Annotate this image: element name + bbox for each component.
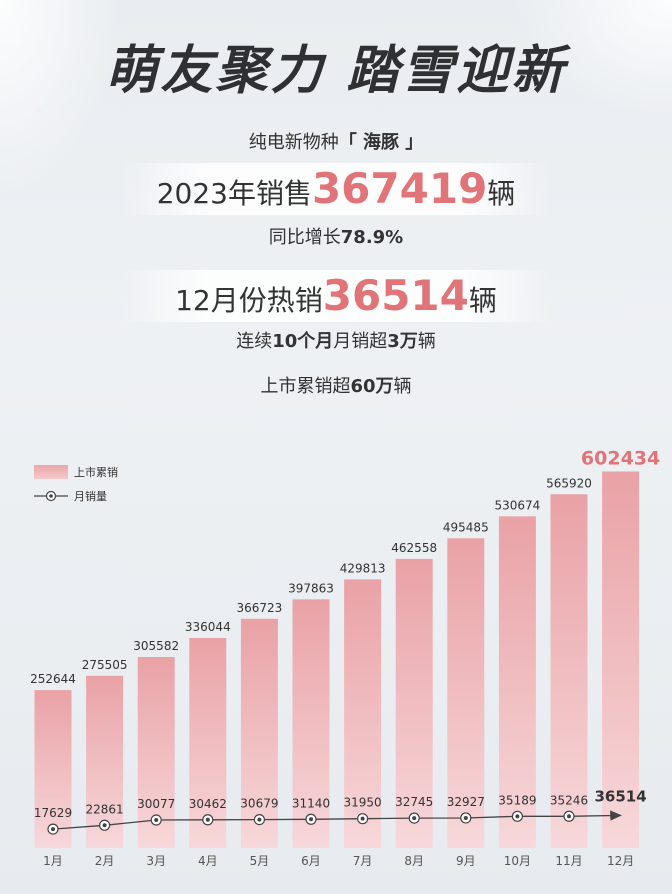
bar-9: [447, 538, 485, 848]
snow-decoration-left: [0, 0, 120, 200]
bar-8: [395, 558, 433, 848]
bar-value-label-3: 305582: [133, 639, 179, 653]
bar-value-label-7: 429813: [340, 561, 386, 575]
monthly-point-dot-7: [360, 816, 365, 821]
monthly-value-label-8: 32745: [395, 795, 433, 809]
cumulative-value: 60万: [350, 376, 394, 397]
bar-value-label-9: 495485: [443, 520, 489, 534]
legend-label-monthly: 月销量: [74, 490, 107, 503]
monthly-point-dot-8: [412, 816, 417, 821]
yoy-line: 同比增长78.9%: [0, 223, 672, 249]
yoy-prefix: 同比增长: [268, 227, 341, 248]
bar-2: [86, 675, 124, 848]
bar-value-label-11: 565920: [546, 476, 592, 490]
intro-line: 纯电新物种「 海豚 」: [0, 128, 672, 154]
streak-bold-2: 3万: [387, 331, 418, 352]
monthly-value-label-6: 31140: [292, 796, 330, 810]
legend-bar-swatch: [34, 465, 68, 479]
bar-10: [498, 516, 536, 848]
bar-value-label-12: 602434: [581, 447, 660, 469]
month-label-4: 4月: [198, 854, 218, 868]
monthly-value-label-4: 30462: [189, 797, 227, 811]
bar-4: [189, 637, 227, 848]
snow-decoration-right: [512, 0, 672, 120]
month-label-11: 11月: [555, 854, 582, 868]
monthly-value-label-10: 35189: [498, 793, 536, 807]
december-unit: 辆: [468, 284, 497, 317]
bar-value-label-5: 366723: [236, 601, 282, 615]
monthly-value-label-3: 30077: [137, 797, 175, 811]
monthly-sales-line: [52, 810, 622, 830]
bar-5: [240, 618, 278, 848]
bar-1: [34, 690, 72, 848]
bar-12: [602, 471, 640, 848]
streak-text-3: 辆: [417, 331, 436, 352]
month-label-5: 5月: [250, 854, 270, 868]
month-label-3: 3月: [146, 854, 166, 868]
yoy-value: 78.9%: [340, 227, 404, 248]
monthly-point-dot-3: [154, 818, 159, 823]
legend-item-cumulative: 上市累销: [34, 460, 118, 484]
streak-text-1: 连续: [236, 331, 273, 352]
month-label-1: 1月: [43, 854, 63, 868]
monthly-value-label-11: 35246: [550, 793, 588, 807]
streak-line: 连续10个月月销超3万辆: [0, 327, 672, 353]
legend-line-swatch: [34, 490, 68, 502]
month-label-10: 10月: [504, 854, 531, 868]
monthly-point-dot-4: [205, 817, 210, 822]
bar-7: [344, 579, 382, 848]
bar-value-label-6: 397863: [288, 581, 334, 595]
month-label-12: 12月: [607, 854, 634, 868]
annual-sales-prefix: 2023年销售: [156, 177, 312, 210]
chart-legend: 上市累销 月销量: [34, 460, 118, 508]
bar-11: [550, 494, 588, 848]
month-label-8: 8月: [404, 854, 424, 868]
monthly-value-label-5: 30679: [240, 797, 278, 811]
cumulative-prefix: 上市累销超: [260, 376, 351, 397]
legend-item-monthly: 月销量: [34, 484, 118, 508]
monthly-value-label-12: 36514: [595, 787, 647, 805]
cumulative-line: 上市累销超60万辆: [0, 372, 672, 398]
monthly-value-label-2: 22861: [86, 802, 124, 816]
streak-text-2: 月销超: [333, 331, 388, 352]
intro-product: 「 海豚 」: [338, 132, 424, 153]
monthly-value-label-7: 31950: [344, 796, 382, 810]
annual-sales-value: 367419: [311, 164, 488, 213]
month-label-9: 9月: [456, 854, 476, 868]
cumulative-unit: 辆: [393, 376, 412, 397]
monthly-value-label-1: 17629: [34, 806, 72, 820]
bar-value-label-2: 275505: [82, 658, 128, 672]
monthly-point-dot-5: [257, 817, 262, 822]
december-sales-banner: 12月份热销36514辆: [120, 270, 552, 322]
annual-sales-banner: 2023年销售367419辆: [120, 163, 552, 215]
annual-sales-unit: 辆: [487, 177, 516, 210]
december-value: 36514: [322, 271, 469, 320]
intro-prefix: 纯电新物种: [248, 132, 339, 153]
month-label-7: 7月: [353, 854, 373, 868]
bar-value-label-8: 462558: [391, 541, 437, 555]
bar-value-label-10: 530674: [494, 498, 540, 512]
month-label-2: 2月: [95, 854, 115, 868]
headline: 萌友聚力 踏雪迎新: [105, 41, 567, 101]
monthly-point-dot-1: [51, 827, 55, 832]
monthly-point-dot-2: [102, 823, 107, 828]
month-label-6: 6月: [301, 854, 321, 868]
bar-6: [292, 599, 330, 848]
monthly-point-dot-9: [463, 815, 468, 820]
monthly-point-dot-11: [567, 814, 571, 819]
streak-bold-1: 10个月: [272, 331, 334, 352]
bar-value-label-4: 336044: [185, 620, 231, 634]
bar-value-label-1: 252644: [30, 672, 76, 686]
monthly-point-dot-10: [515, 814, 520, 819]
december-prefix: 12月份热销: [175, 284, 323, 317]
legend-label-cumulative: 上市累销: [74, 466, 118, 479]
monthly-point-dot-6: [309, 817, 313, 822]
monthly-value-label-9: 32927: [447, 795, 485, 809]
